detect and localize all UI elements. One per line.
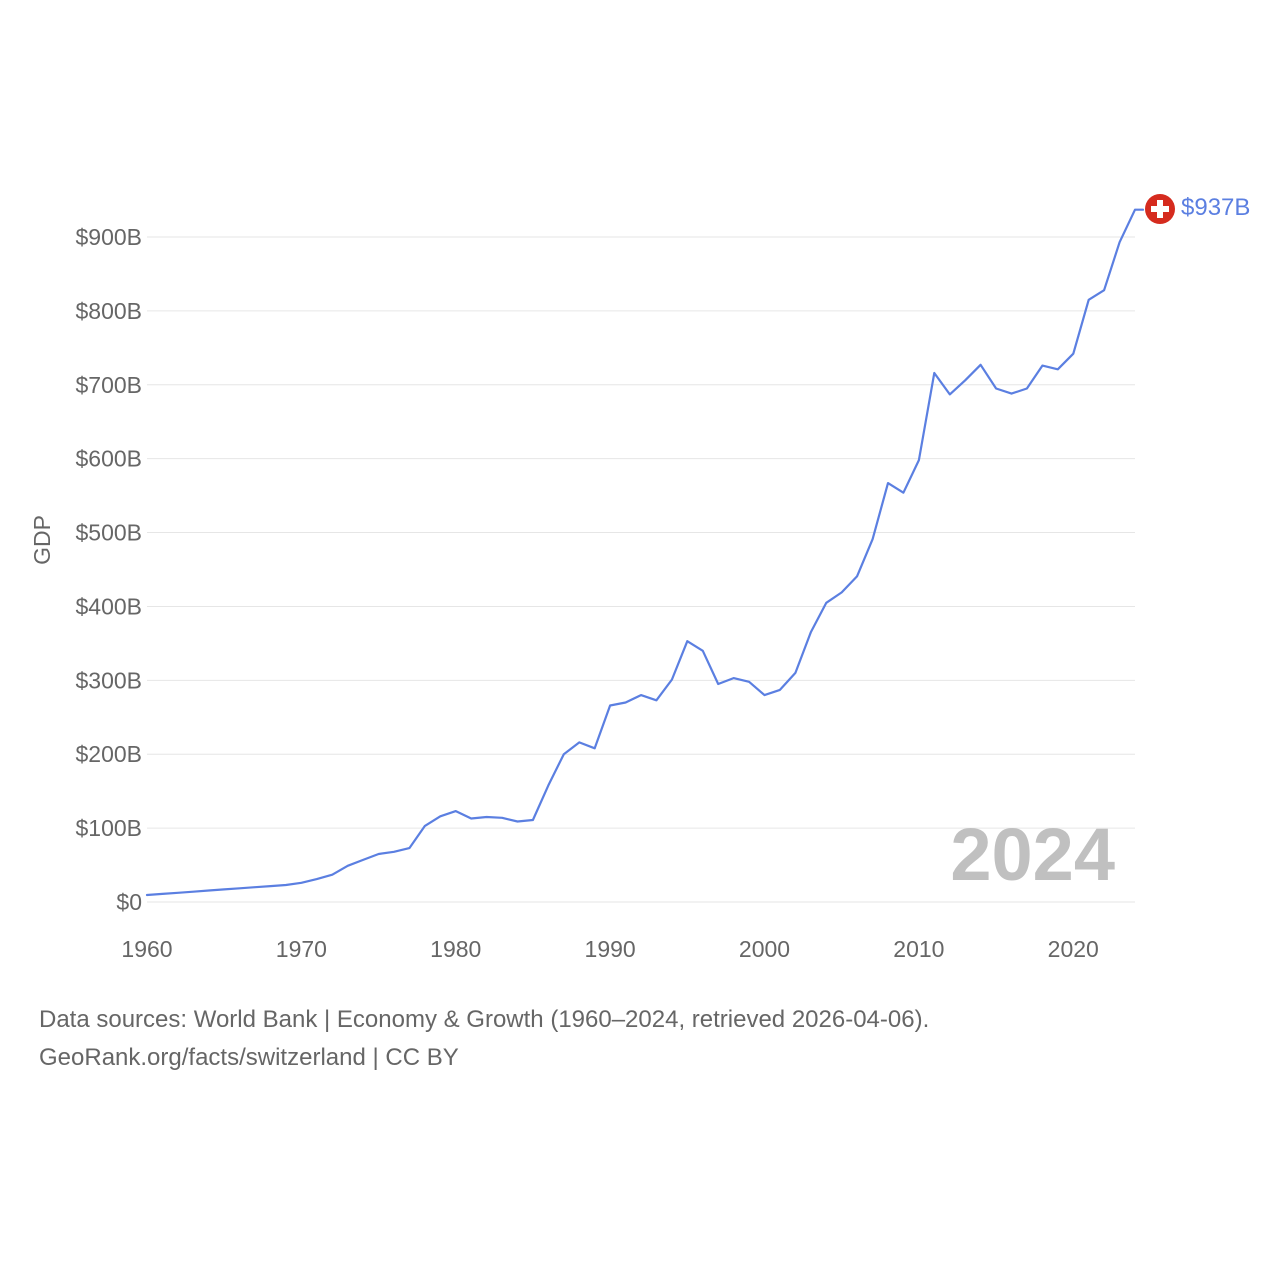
end-value-label: $937B (1181, 194, 1250, 221)
x-axis-ticks: 1960 1970 1980 1990 2000 2010 2020 (121, 936, 1098, 962)
y-axis-label: GDP (29, 515, 55, 565)
x-tick-label: 2020 (1048, 936, 1099, 962)
x-tick-label: 2000 (739, 936, 790, 962)
y-tick-label: $700B (75, 372, 142, 398)
y-tick-label: $0 (116, 889, 142, 915)
series-line-switzerland (145, 208, 1145, 897)
source-link-text: GeoRank.org/facts/switzerland | CC BY (39, 1044, 459, 1071)
y-tick-label: $100B (75, 815, 142, 841)
year-watermark: 2024 (950, 813, 1115, 896)
end-marker: $937B (1145, 194, 1250, 224)
y-tick-label: $900B (75, 224, 142, 250)
x-tick-label: 1970 (276, 936, 327, 962)
x-tick-label: 1980 (430, 936, 481, 962)
x-tick-label: 1990 (585, 936, 636, 962)
y-tick-label: $400B (75, 593, 142, 619)
y-tick-label: $600B (75, 446, 142, 472)
y-axis-ticks: $0 $100B $200B $300B $400B $500B $600B $700B $80… (75, 224, 142, 915)
x-tick-label: 1960 (121, 936, 172, 962)
gridlines (147, 236, 1135, 903)
series-layer (145, 208, 1145, 897)
source-text: Data sources: World Bank | Economy & Gro… (39, 1006, 930, 1033)
y-tick-label: $500B (75, 520, 142, 546)
y-tick-label: $300B (75, 667, 142, 693)
x-tick-label: 2010 (893, 936, 944, 962)
y-tick-label: $800B (75, 298, 142, 324)
swiss-flag-icon (1145, 194, 1175, 224)
y-tick-label: $200B (75, 741, 142, 767)
